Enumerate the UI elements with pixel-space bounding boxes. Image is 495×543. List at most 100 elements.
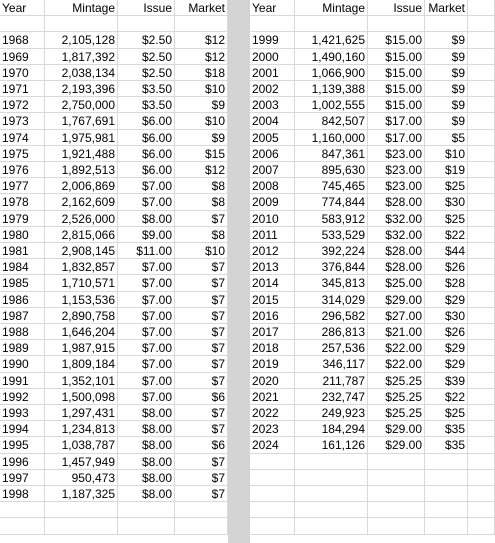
empty-cell[interactable]: [468, 469, 495, 486]
cell-year[interactable]: 2015: [250, 291, 295, 308]
cell-market[interactable]: $7: [175, 324, 228, 341]
header-year-left[interactable]: Year: [0, 0, 45, 17]
cell-mintage[interactable]: 533,529: [295, 226, 368, 243]
cell-market[interactable]: $29: [425, 340, 468, 357]
empty-cell[interactable]: [368, 486, 425, 503]
empty-cell[interactable]: [295, 469, 368, 486]
cell-market[interactable]: $7: [175, 453, 228, 470]
empty-cell[interactable]: [175, 502, 228, 519]
cell-market[interactable]: $6: [175, 388, 228, 405]
cell-market[interactable]: $7: [175, 356, 228, 373]
cell-year[interactable]: 2023: [250, 421, 295, 438]
cell-year[interactable]: 1972: [0, 97, 45, 114]
cell-year[interactable]: 2008: [250, 178, 295, 195]
cell-market[interactable]: $35: [425, 421, 468, 438]
empty-cell[interactable]: [0, 16, 45, 33]
cell-issue[interactable]: $32.00: [368, 226, 425, 243]
empty-cell[interactable]: [468, 324, 495, 341]
cell-issue[interactable]: $7.00: [118, 307, 175, 324]
empty-cell[interactable]: [468, 291, 495, 308]
empty-cell[interactable]: [468, 113, 495, 130]
cell-mintage[interactable]: 1,892,513: [45, 162, 118, 179]
header-issue-left[interactable]: Issue: [118, 0, 175, 17]
cell-year[interactable]: 2016: [250, 307, 295, 324]
cell-mintage[interactable]: 1,710,571: [45, 275, 118, 292]
empty-cell[interactable]: [468, 405, 495, 422]
empty-cell[interactable]: [295, 486, 368, 503]
cell-market[interactable]: $18: [175, 64, 228, 81]
cell-issue[interactable]: $9.00: [118, 226, 175, 243]
cell-market[interactable]: $7: [175, 275, 228, 292]
cell-issue[interactable]: $15.00: [368, 48, 425, 65]
cell-issue[interactable]: $15.00: [368, 81, 425, 98]
cell-year[interactable]: 2001: [250, 64, 295, 81]
cell-mintage[interactable]: 583,912: [295, 210, 368, 227]
empty-cell[interactable]: [468, 486, 495, 503]
cell-year[interactable]: 2019: [250, 356, 295, 373]
empty-cell[interactable]: [368, 502, 425, 519]
header-mintage-right[interactable]: Mintage: [295, 0, 368, 17]
cell-issue[interactable]: $28.00: [368, 194, 425, 211]
cell-year[interactable]: 2003: [250, 97, 295, 114]
cell-market[interactable]: $10: [175, 243, 228, 260]
cell-issue[interactable]: $7.00: [118, 259, 175, 276]
cell-year[interactable]: 1980: [0, 226, 45, 243]
empty-cell[interactable]: [468, 16, 495, 33]
empty-cell[interactable]: [295, 453, 368, 470]
cell-mintage[interactable]: 2,890,758: [45, 307, 118, 324]
cell-issue[interactable]: $7.00: [118, 356, 175, 373]
cell-market[interactable]: $25: [425, 405, 468, 422]
cell-market[interactable]: $9: [425, 113, 468, 130]
cell-year[interactable]: 2021: [250, 388, 295, 405]
cell-market[interactable]: $9: [425, 81, 468, 98]
empty-cell[interactable]: [468, 210, 495, 227]
cell-market[interactable]: $9: [425, 64, 468, 81]
cell-issue[interactable]: $25.25: [368, 388, 425, 405]
empty-cell[interactable]: [468, 518, 495, 535]
empty-cell[interactable]: [468, 453, 495, 470]
empty-cell[interactable]: [468, 178, 495, 195]
cell-issue[interactable]: $23.00: [368, 178, 425, 195]
cell-mintage[interactable]: 1,832,857: [45, 259, 118, 276]
cell-mintage[interactable]: 842,507: [295, 113, 368, 130]
cell-mintage[interactable]: 1,187,325: [45, 486, 118, 503]
cell-mintage[interactable]: 161,126: [295, 437, 368, 454]
cell-mintage[interactable]: 314,029: [295, 291, 368, 308]
cell-year[interactable]: 2005: [250, 129, 295, 146]
cell-issue[interactable]: $2.50: [118, 48, 175, 65]
cell-market[interactable]: $30: [425, 307, 468, 324]
empty-cell[interactable]: [425, 502, 468, 519]
cell-mintage[interactable]: 847,361: [295, 145, 368, 162]
cell-market[interactable]: $7: [175, 405, 228, 422]
cell-issue[interactable]: $17.00: [368, 129, 425, 146]
empty-cell[interactable]: [468, 129, 495, 146]
cell-issue[interactable]: $28.00: [368, 243, 425, 260]
cell-issue[interactable]: $15.00: [368, 32, 425, 49]
cell-year[interactable]: 1987: [0, 307, 45, 324]
cell-issue[interactable]: $25.25: [368, 405, 425, 422]
header-year-right[interactable]: Year: [250, 0, 295, 17]
cell-issue[interactable]: $23.00: [368, 145, 425, 162]
empty-cell[interactable]: [468, 307, 495, 324]
empty-cell[interactable]: [45, 518, 118, 535]
empty-cell[interactable]: [295, 518, 368, 535]
empty-cell[interactable]: [250, 16, 295, 33]
cell-year[interactable]: 1971: [0, 81, 45, 98]
cell-year[interactable]: 2012: [250, 243, 295, 260]
cell-year[interactable]: 1986: [0, 291, 45, 308]
empty-cell[interactable]: [468, 421, 495, 438]
cell-mintage[interactable]: 1,421,625: [295, 32, 368, 49]
cell-mintage[interactable]: 1,500,098: [45, 388, 118, 405]
cell-year[interactable]: 1976: [0, 162, 45, 179]
cell-year[interactable]: 1984: [0, 259, 45, 276]
header-market-left[interactable]: Market: [175, 0, 228, 17]
cell-market[interactable]: $22: [425, 388, 468, 405]
cell-issue[interactable]: $8.00: [118, 486, 175, 503]
cell-market[interactable]: $7: [175, 372, 228, 389]
cell-mintage[interactable]: 1,987,915: [45, 340, 118, 357]
cell-year[interactable]: 1973: [0, 113, 45, 130]
cell-year[interactable]: 1979: [0, 210, 45, 227]
cell-market[interactable]: $9: [425, 32, 468, 49]
cell-mintage[interactable]: 286,813: [295, 324, 368, 341]
cell-issue[interactable]: $6.00: [118, 113, 175, 130]
